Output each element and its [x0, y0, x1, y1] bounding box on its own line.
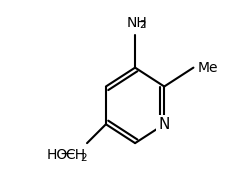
Text: —: —	[60, 148, 74, 162]
Text: N: N	[158, 117, 169, 132]
Text: 2: 2	[139, 20, 145, 30]
Text: NH: NH	[126, 16, 147, 30]
Text: Me: Me	[197, 61, 217, 75]
Text: 2: 2	[80, 153, 86, 163]
Text: CH: CH	[65, 148, 85, 162]
Text: HO: HO	[47, 148, 68, 162]
